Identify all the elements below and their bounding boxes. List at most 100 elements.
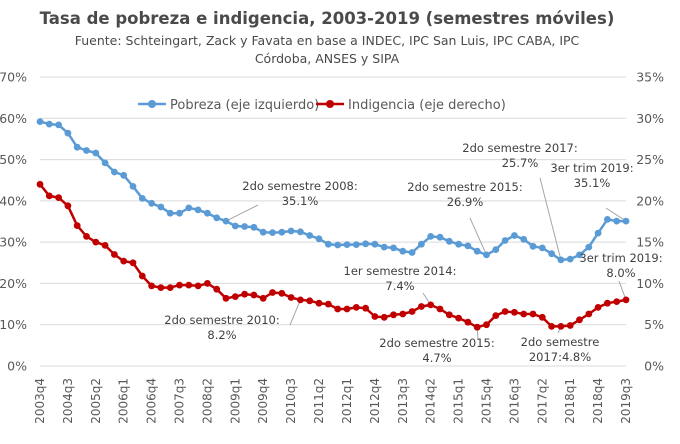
data-point[interactable] <box>576 316 583 324</box>
data-point[interactable] <box>64 202 72 210</box>
data-point[interactable] <box>324 240 332 248</box>
data-point[interactable] <box>176 209 183 217</box>
data-point[interactable] <box>622 217 630 225</box>
data-point[interactable] <box>73 222 81 230</box>
data-point[interactable] <box>418 240 425 248</box>
data-point[interactable] <box>548 323 555 330</box>
data-point[interactable] <box>129 183 137 190</box>
data-point[interactable] <box>483 321 490 329</box>
data-point[interactable] <box>371 313 379 320</box>
data-point[interactable] <box>259 294 267 302</box>
data-point[interactable] <box>64 129 72 137</box>
data-point[interactable] <box>445 237 453 245</box>
data-point[interactable] <box>380 313 388 321</box>
data-point[interactable] <box>566 322 574 329</box>
data-point[interactable] <box>538 244 546 252</box>
legend-item-pobreza[interactable]: Pobreza (eje izquierdo) <box>138 98 319 113</box>
data-point[interactable] <box>315 235 323 243</box>
data-point[interactable] <box>241 223 249 230</box>
data-point[interactable] <box>585 243 593 251</box>
data-point[interactable] <box>176 281 183 289</box>
data-point[interactable] <box>185 204 193 212</box>
data-point[interactable] <box>594 304 602 311</box>
data-point[interactable] <box>576 251 583 259</box>
data-point[interactable] <box>343 241 351 249</box>
data-point[interactable] <box>111 168 118 176</box>
data-point[interactable] <box>157 203 165 211</box>
data-point[interactable] <box>613 217 621 225</box>
data-point[interactable] <box>557 323 565 330</box>
data-point[interactable] <box>306 297 314 305</box>
data-point[interactable] <box>222 294 230 302</box>
data-point[interactable] <box>36 118 44 125</box>
data-point[interactable] <box>436 305 444 313</box>
data-point[interactable] <box>529 242 537 250</box>
data-point[interactable] <box>492 312 500 319</box>
data-point[interactable] <box>604 216 611 223</box>
data-point[interactable] <box>445 311 453 319</box>
data-point[interactable] <box>278 289 286 297</box>
data-point[interactable] <box>473 247 481 255</box>
data-point[interactable] <box>287 294 295 301</box>
data-point[interactable] <box>390 244 397 252</box>
data-point[interactable] <box>529 310 537 318</box>
data-point[interactable] <box>250 291 258 299</box>
data-point[interactable] <box>269 229 276 237</box>
data-point[interactable] <box>194 282 202 290</box>
data-point[interactable] <box>55 121 62 129</box>
data-point[interactable] <box>455 314 462 322</box>
data-point[interactable] <box>427 301 435 309</box>
data-point[interactable] <box>204 280 211 287</box>
data-point[interactable] <box>287 227 295 235</box>
data-point[interactable] <box>501 308 509 315</box>
data-point[interactable] <box>194 206 202 214</box>
data-point[interactable] <box>306 232 314 239</box>
data-point[interactable] <box>538 313 546 321</box>
data-point[interactable] <box>511 308 518 316</box>
data-point[interactable] <box>492 246 500 254</box>
data-point[interactable] <box>250 223 258 231</box>
data-point[interactable] <box>343 305 351 313</box>
data-point[interactable] <box>92 149 100 157</box>
data-point[interactable] <box>501 237 509 244</box>
data-point[interactable] <box>120 171 128 179</box>
data-point[interactable] <box>613 298 621 305</box>
legend-item-indigencia[interactable]: Indigencia (eje derecho) <box>316 98 506 113</box>
data-point[interactable] <box>455 240 462 248</box>
data-point[interactable] <box>138 272 146 280</box>
data-point[interactable] <box>557 256 565 264</box>
data-point[interactable] <box>185 281 193 289</box>
data-point[interactable] <box>45 192 53 200</box>
data-point[interactable] <box>297 228 304 236</box>
data-point[interactable] <box>241 290 249 298</box>
data-point[interactable] <box>520 235 528 243</box>
data-point[interactable] <box>622 296 630 304</box>
data-point[interactable] <box>269 289 276 296</box>
data-point[interactable] <box>148 282 156 290</box>
data-point[interactable] <box>297 296 304 304</box>
data-point[interactable] <box>83 147 90 154</box>
data-point[interactable] <box>83 233 90 240</box>
data-point[interactable] <box>138 195 146 202</box>
data-point[interactable] <box>418 303 425 310</box>
data-point[interactable] <box>231 222 239 230</box>
data-point[interactable] <box>73 143 81 151</box>
data-point[interactable] <box>362 240 369 248</box>
data-point[interactable] <box>566 255 574 263</box>
data-point[interactable] <box>427 233 435 240</box>
data-point[interactable] <box>520 310 528 318</box>
data-point[interactable] <box>362 304 369 312</box>
data-point[interactable] <box>399 247 407 255</box>
data-point[interactable] <box>315 299 323 307</box>
data-point[interactable] <box>166 284 174 291</box>
data-point[interactable] <box>371 240 379 248</box>
data-point[interactable] <box>464 318 472 326</box>
data-point[interactable] <box>436 233 444 241</box>
data-point[interactable] <box>36 180 44 188</box>
data-point[interactable] <box>585 310 593 318</box>
data-point[interactable] <box>548 250 555 258</box>
data-point[interactable] <box>213 285 221 293</box>
data-point[interactable] <box>408 249 416 256</box>
data-point[interactable] <box>324 300 332 308</box>
data-point[interactable] <box>120 257 128 265</box>
